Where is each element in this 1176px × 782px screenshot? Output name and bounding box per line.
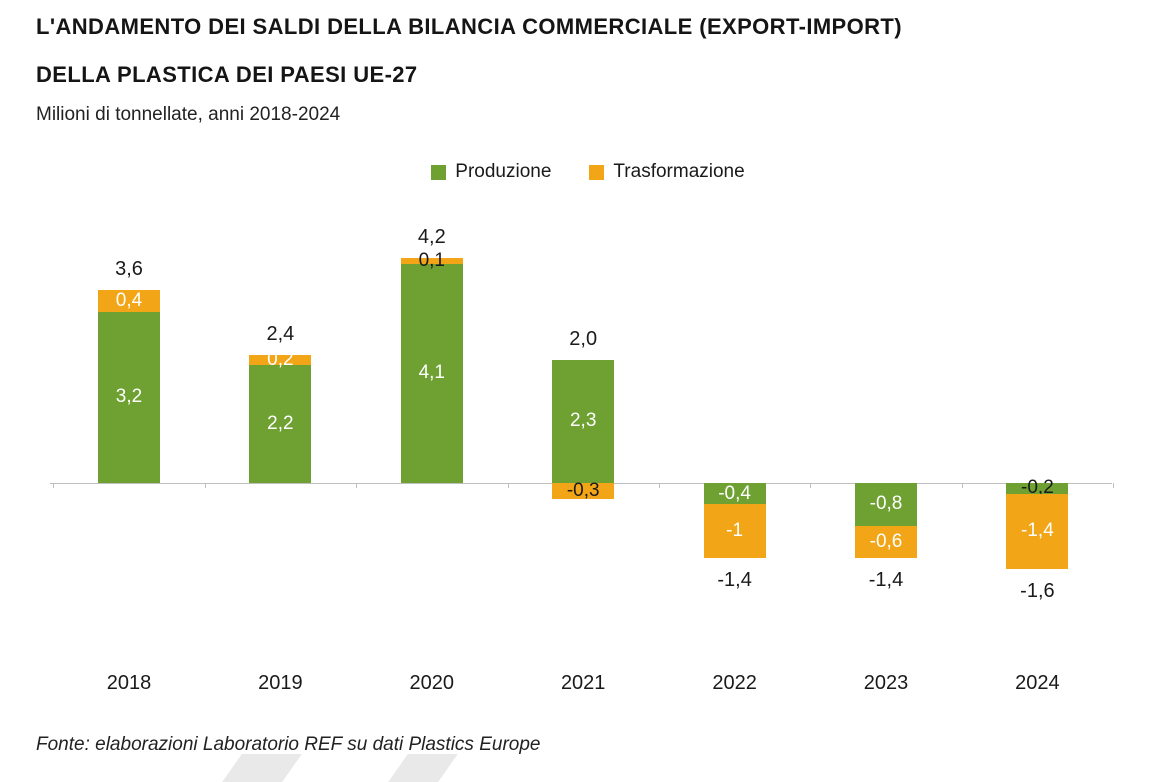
total-label-2021: 2,0 bbox=[569, 327, 598, 350]
chart-title-line2: DELLA PLASTICA DEI PAESI UE-27 bbox=[36, 62, 418, 87]
legend-item-trasformazione: Trasformazione bbox=[589, 161, 745, 183]
axis-tick bbox=[961, 483, 963, 488]
chart-subtitle: Milioni di tonnellate, anni 2018-2024 bbox=[36, 104, 341, 125]
axis-tick bbox=[53, 483, 55, 488]
bar-segment-trasformazione-2021 bbox=[552, 483, 615, 500]
chart-title-line1: L'ANDAMENTO DEI SALDI DELLA BILANCIA COM… bbox=[36, 14, 902, 39]
legend-label-trasformazione: Trasformazione bbox=[613, 161, 745, 182]
bar-segment-produzione-2018 bbox=[98, 311, 160, 483]
bar-segment-trasformazione-2022 bbox=[703, 504, 766, 558]
bar-segment-produzione-2020 bbox=[400, 263, 463, 483]
bar-segment-produzione-2021 bbox=[552, 359, 615, 483]
legend-swatch-produzione bbox=[431, 164, 447, 180]
axis-tick bbox=[356, 483, 358, 488]
legend-swatch-trasformazione bbox=[589, 164, 605, 180]
legend-item-produzione: Produzione bbox=[431, 161, 551, 183]
axis-tick bbox=[204, 483, 206, 488]
bar-segment-produzione-2022 bbox=[703, 483, 766, 505]
total-label-2022: -1,4 bbox=[717, 568, 752, 591]
total-label-2018: 3,6 bbox=[115, 258, 143, 281]
axis-tick bbox=[507, 483, 509, 488]
bar-segment-trasformazione-2024 bbox=[1006, 493, 1069, 569]
source-note: Fonte: elaborazioni Laboratorio REF su d… bbox=[36, 734, 541, 755]
bar-segment-trasformazione-2019 bbox=[249, 354, 312, 366]
total-label-2019: 2,4 bbox=[266, 322, 295, 345]
year-label-2024: 2024 bbox=[1015, 672, 1060, 694]
total-label-2023: -1,4 bbox=[868, 568, 904, 591]
bar-segment-trasformazione-2020 bbox=[400, 258, 463, 264]
legend: Produzione Trasformazione bbox=[0, 161, 1176, 183]
year-label-2022: 2022 bbox=[712, 672, 757, 694]
year-label-2019: 2019 bbox=[258, 672, 303, 694]
total-label-2024: -1,6 bbox=[1020, 579, 1055, 602]
axis-tick bbox=[658, 483, 660, 488]
axis-tick bbox=[1113, 483, 1115, 488]
total-label-2020: 4,2 bbox=[417, 226, 446, 249]
year-label-2018: 2018 bbox=[106, 672, 152, 694]
bar-segment-trasformazione-2018 bbox=[98, 290, 160, 312]
year-label-2023: 2023 bbox=[863, 672, 909, 694]
bar-segment-produzione-2019 bbox=[249, 365, 312, 483]
legend-label-produzione: Produzione bbox=[455, 161, 552, 182]
bar-segment-produzione-2024 bbox=[1006, 483, 1069, 494]
bar-segment-produzione-2023 bbox=[855, 483, 917, 526]
bar-segment-trasformazione-2023 bbox=[855, 525, 917, 558]
axis-tick bbox=[810, 483, 812, 488]
year-label-2021: 2021 bbox=[560, 672, 606, 694]
year-label-2020: 2020 bbox=[409, 672, 455, 694]
